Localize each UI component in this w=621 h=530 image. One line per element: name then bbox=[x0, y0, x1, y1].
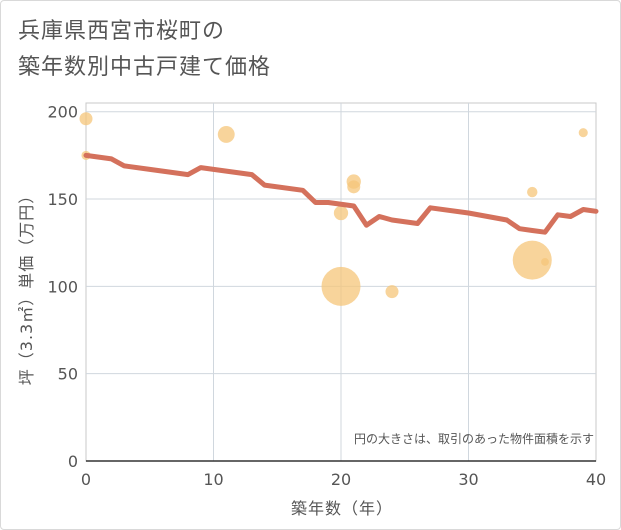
bubble-point bbox=[321, 266, 361, 306]
y-tick-label: 0 bbox=[68, 452, 78, 471]
y-tick-labels: 0 50 100 150 200 bbox=[47, 103, 78, 471]
bubble-point bbox=[217, 125, 235, 143]
bubble-point bbox=[527, 186, 538, 198]
bubble-size-note: 円の大きさは、取引のあった物件面積を示す bbox=[354, 431, 594, 446]
line-layer bbox=[83, 152, 599, 235]
bubble-point bbox=[578, 128, 588, 138]
bubble-point bbox=[333, 205, 349, 221]
y-tick-label: 50 bbox=[58, 365, 78, 384]
y-axis-label: 坪（3.3㎡）単価（万円） bbox=[17, 187, 36, 385]
x-tick-label: 40 bbox=[586, 470, 606, 489]
chart-title: 兵庫県西宮市桜町の 築年数別中古戸建て価格 bbox=[18, 14, 271, 86]
x-tick-label: 20 bbox=[331, 470, 351, 489]
x-tick-label: 10 bbox=[203, 470, 223, 489]
bubble-point bbox=[385, 285, 399, 299]
bubble-point bbox=[512, 240, 552, 280]
bubble-layer bbox=[79, 112, 588, 306]
x-tick-label: 30 bbox=[458, 470, 478, 489]
chart-title-line1: 兵庫県西宮市桜町の bbox=[18, 19, 226, 44]
y-tick-label: 200 bbox=[47, 103, 78, 122]
bubble-point bbox=[347, 180, 361, 194]
chart-title-line2: 築年数別中古戸建て価格 bbox=[18, 55, 272, 80]
x-axis-label: 築年数（年） bbox=[291, 499, 393, 518]
bubble-point bbox=[541, 258, 549, 266]
x-tick-labels: 0 10 20 30 40 bbox=[81, 470, 606, 489]
x-tick-label: 0 bbox=[81, 470, 91, 489]
average-price-line bbox=[83, 152, 599, 235]
y-tick-label: 150 bbox=[47, 190, 78, 209]
y-tick-label: 100 bbox=[47, 277, 78, 296]
bubble-point bbox=[79, 112, 93, 126]
